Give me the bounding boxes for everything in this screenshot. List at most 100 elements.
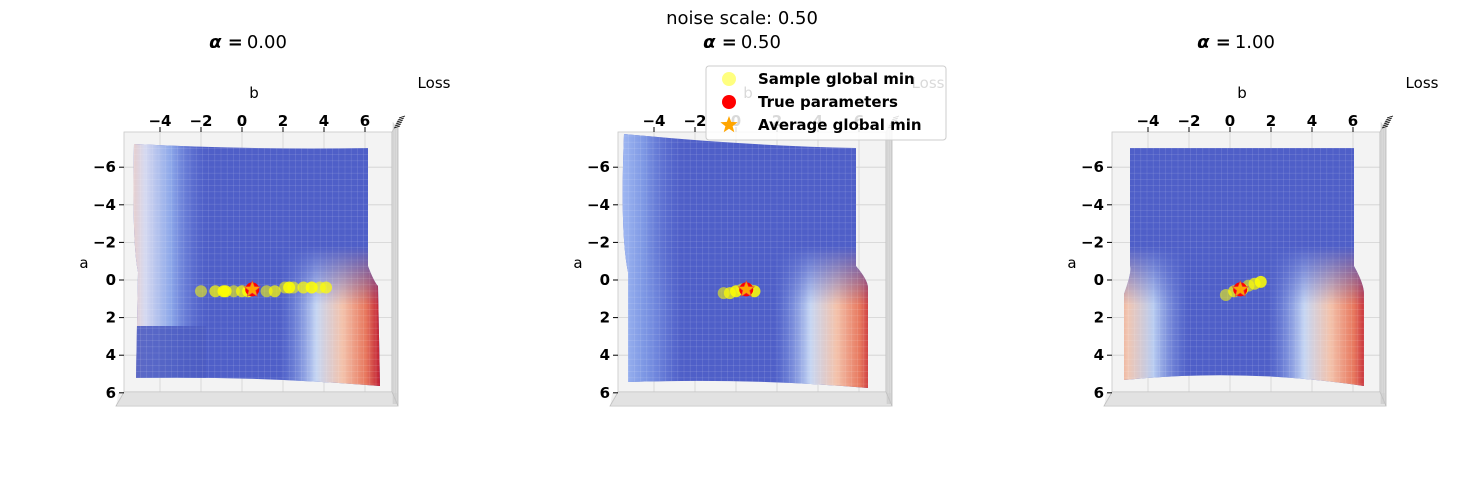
y-axis-label: a (1067, 254, 1076, 272)
x-tick-label: −4 (148, 112, 171, 130)
y-tick-label: −4 (93, 196, 116, 214)
legend-entry-label: Sample global min (758, 70, 915, 88)
y-tick-label: −6 (587, 158, 610, 176)
sample-global-min-point (305, 281, 318, 294)
sample-global-min-point (217, 285, 230, 298)
y-tick-label: 2 (106, 309, 116, 327)
legend-marker-true-parameters (722, 95, 736, 109)
side-pane-bottom (1103, 391, 1387, 407)
subplot-title: α = 0.00 (209, 32, 287, 53)
sample-global-min-point (279, 281, 292, 294)
y-tick-label: 4 (1094, 346, 1104, 364)
title-alpha-value: 1.00 (1235, 32, 1275, 53)
sample-global-min-point (1254, 275, 1267, 288)
y-tick-label: 6 (106, 384, 116, 402)
y-tick-label: 2 (600, 309, 610, 327)
y-tick-label: −2 (1081, 233, 1104, 251)
x-axis-label: b (1237, 84, 1247, 102)
y-tick-label: 6 (600, 384, 610, 402)
legend-marker-average-global-min (720, 116, 738, 133)
x-tick-label: 4 (319, 112, 329, 130)
y-tick-label: 0 (106, 271, 116, 289)
z-tick-mark (394, 123, 402, 127)
subplot-title: α = 0.50 (703, 32, 781, 53)
z-tick-mark (1382, 123, 1390, 127)
y-tick-label: 6 (1094, 384, 1104, 402)
x-tick-label: 6 (1348, 112, 1358, 130)
legend-entry-label: True parameters (758, 93, 898, 111)
x-tick-label: 2 (278, 112, 288, 130)
y-tick-label: −4 (1081, 196, 1104, 214)
y-tick-label: 4 (600, 346, 610, 364)
z-tick-mark (396, 119, 404, 123)
legend: Sample global min True parameters Average … (705, 65, 947, 141)
x-tick-label: −4 (1136, 112, 1159, 130)
side-pane-bottom (115, 391, 399, 407)
loss-surface (622, 134, 868, 388)
x-tick-label: −4 (642, 112, 665, 130)
z-tick-mark (1386, 115, 1394, 119)
legend-frame (705, 65, 947, 141)
sample-global-min-point (260, 285, 273, 298)
z-tick-mark (397, 117, 405, 121)
z-axis-label: Loss (418, 74, 451, 92)
y-tick-label: −4 (587, 196, 610, 214)
legend-marker-sample-global-min (722, 72, 736, 86)
surface-patch (136, 326, 206, 384)
title-alpha-symbol: α = (1197, 32, 1231, 53)
sample-global-min-point (297, 281, 310, 294)
y-tick-label: 0 (1094, 271, 1104, 289)
z-tick-mark (393, 125, 401, 129)
x-tick-label: 6 (360, 112, 370, 130)
z-axis-label: Loss (1406, 74, 1439, 92)
average-global-min-point (737, 280, 756, 297)
z-tick-mark (1381, 125, 1389, 129)
z-tick-mark (1383, 121, 1391, 125)
x-tick-label: −2 (683, 112, 706, 130)
y-tick-label: 4 (106, 346, 116, 364)
loss-surface (1124, 148, 1364, 386)
title-alpha-symbol: α = (209, 32, 243, 53)
subplot-1: α = 0.00 −4 −2 0 2 4 6 −6 −4 −2 0 2 4 6 b a Loss (79, 32, 451, 407)
y-tick-label: 0 (600, 271, 610, 289)
x-tick-label: 4 (1307, 112, 1317, 130)
z-tick-mark (1385, 117, 1393, 121)
x-tick-label: 0 (237, 112, 247, 130)
x-tick-label: −2 (189, 112, 212, 130)
z-tick-mark (398, 115, 406, 119)
sample-global-min-point (268, 285, 281, 298)
y-tick-label: −2 (587, 233, 610, 251)
surface-right-gradient (1124, 148, 1364, 386)
z-tick-mark (395, 121, 403, 125)
loss-surface (133, 144, 380, 386)
y-tick-label: −6 (1081, 158, 1104, 176)
sample-global-min-point (209, 285, 222, 298)
side-pane-bottom (609, 391, 893, 407)
title-alpha-symbol: α = (703, 32, 737, 53)
x-tick-label: 2 (1266, 112, 1276, 130)
y-tick-label: −2 (93, 233, 116, 251)
y-tick-label: 2 (1094, 309, 1104, 327)
y-axis-label: a (79, 254, 88, 272)
sample-global-min-point (227, 285, 240, 298)
z-tick-mark (1384, 119, 1392, 123)
sample-global-min-point (287, 281, 300, 294)
average-global-min-point (243, 280, 262, 297)
subplot-3: α = 1.00 −4 −2 0 2 4 6 −6 −4 −2 0 2 4 6 b a Loss (1067, 32, 1439, 407)
figure-suptitle: noise scale: 0.50 (666, 8, 818, 29)
x-axis-label: b (249, 84, 259, 102)
subplot-title: α = 1.00 (1197, 32, 1275, 53)
sample-global-min-point (320, 281, 333, 294)
title-alpha-value: 0.50 (741, 32, 781, 53)
average-global-min-point (1231, 280, 1250, 297)
surface-right-gradient (622, 134, 868, 388)
y-axis-label: a (573, 254, 582, 272)
sample-global-min-point (195, 285, 207, 298)
x-tick-label: −2 (1177, 112, 1200, 130)
title-alpha-value: 0.00 (247, 32, 287, 53)
x-tick-label: 0 (1225, 112, 1235, 130)
legend-entry-label: Average global min (758, 116, 922, 134)
